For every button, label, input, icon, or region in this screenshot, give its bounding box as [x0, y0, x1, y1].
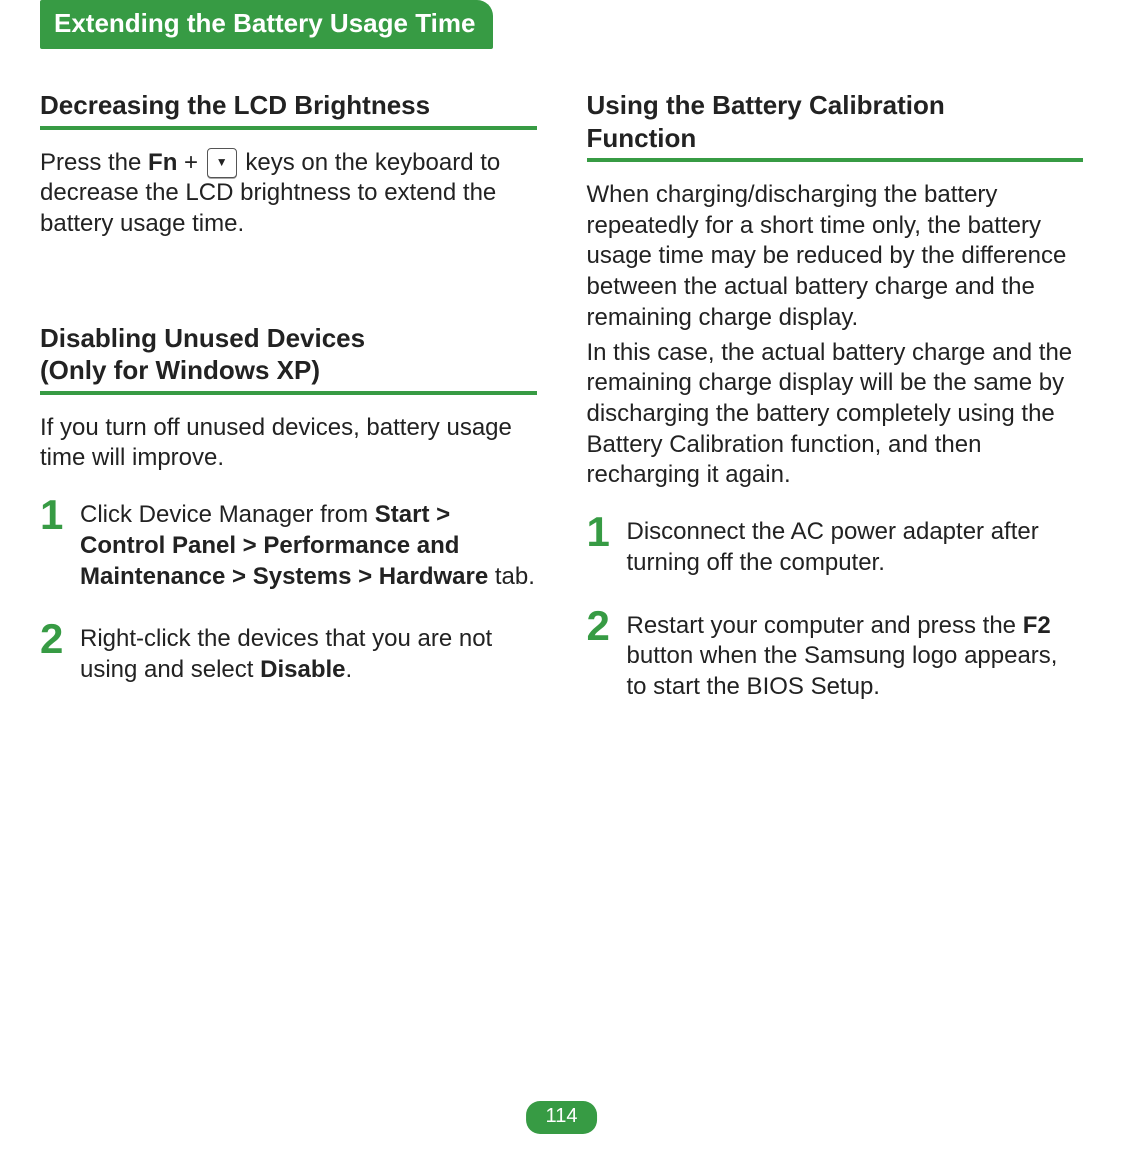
step-text: Disconnect the AC power adapter after tu…	[627, 513, 1084, 578]
page-number-badge: 114	[526, 1101, 598, 1134]
text-fragment: tab.	[488, 563, 535, 590]
body-text: If you turn off unused devices, battery …	[40, 413, 537, 474]
section-lcd-brightness: Decreasing the LCD Brightness Press the …	[40, 89, 537, 240]
section-disable-devices: Disabling Unused Devices (Only for Windo…	[40, 322, 537, 686]
bold-disable: Disable	[260, 656, 345, 683]
text-fragment: button when the Samsung logo appears, to…	[627, 642, 1058, 700]
heading-line: Function	[587, 123, 697, 153]
step-item: 2 Right-click the devices that you are n…	[40, 620, 537, 685]
step-item: 1 Disconnect the AC power adapter after …	[587, 513, 1084, 578]
section-heading: Using the Battery Calibration Function	[587, 89, 1084, 154]
section-battery-calibration: Using the Battery Calibration Function W…	[587, 89, 1084, 703]
right-column: Using the Battery Calibration Function W…	[587, 89, 1084, 731]
heading-rule	[40, 126, 537, 130]
document-page: Extending the Battery Usage Time Decreas…	[0, 0, 1123, 1152]
heading-line: (Only for Windows XP)	[40, 355, 320, 385]
body-text: When charging/discharging the battery re…	[587, 180, 1084, 334]
text-fragment: +	[177, 149, 204, 176]
heading-rule	[587, 158, 1084, 162]
page-number: 114	[546, 1105, 578, 1127]
heading-line: Disabling Unused Devices	[40, 323, 365, 353]
page-title-tab: Extending the Battery Usage Time	[40, 0, 493, 49]
step-number: 2	[587, 607, 627, 645]
text-fragment: Click Device Manager from	[80, 501, 375, 528]
bold-f2: F2	[1023, 612, 1051, 639]
step-number: 1	[40, 496, 80, 534]
step-item: 2 Restart your computer and press the F2…	[587, 607, 1084, 703]
heading-line: Using the Battery Calibration	[587, 90, 945, 120]
step-text: Click Device Manager from Start > Contro…	[80, 496, 537, 592]
section-heading: Disabling Unused Devices (Only for Windo…	[40, 322, 537, 387]
two-column-layout: Decreasing the LCD Brightness Press the …	[40, 89, 1083, 731]
page-title: Extending the Battery Usage Time	[54, 8, 475, 38]
text-fragment: Press the	[40, 149, 148, 176]
text-fragment: .	[346, 656, 353, 683]
section-heading: Decreasing the LCD Brightness	[40, 89, 537, 122]
left-column: Decreasing the LCD Brightness Press the …	[40, 89, 537, 731]
body-text: In this case, the actual battery charge …	[587, 338, 1084, 492]
text-fragment: Restart your computer and press the	[627, 612, 1023, 639]
step-text: Right-click the devices that you are not…	[80, 620, 537, 685]
brightness-down-key-icon: ▼	[207, 148, 237, 178]
heading-rule	[40, 391, 537, 395]
step-text: Restart your computer and press the F2 b…	[627, 607, 1084, 703]
step-number: 2	[40, 620, 80, 658]
step-number: 1	[587, 513, 627, 551]
key-name-fn: Fn	[148, 149, 177, 176]
spacer	[40, 262, 537, 322]
body-text: Press the Fn + ▼ keys on the keyboard to…	[40, 148, 537, 240]
step-item: 1 Click Device Manager from Start > Cont…	[40, 496, 537, 592]
